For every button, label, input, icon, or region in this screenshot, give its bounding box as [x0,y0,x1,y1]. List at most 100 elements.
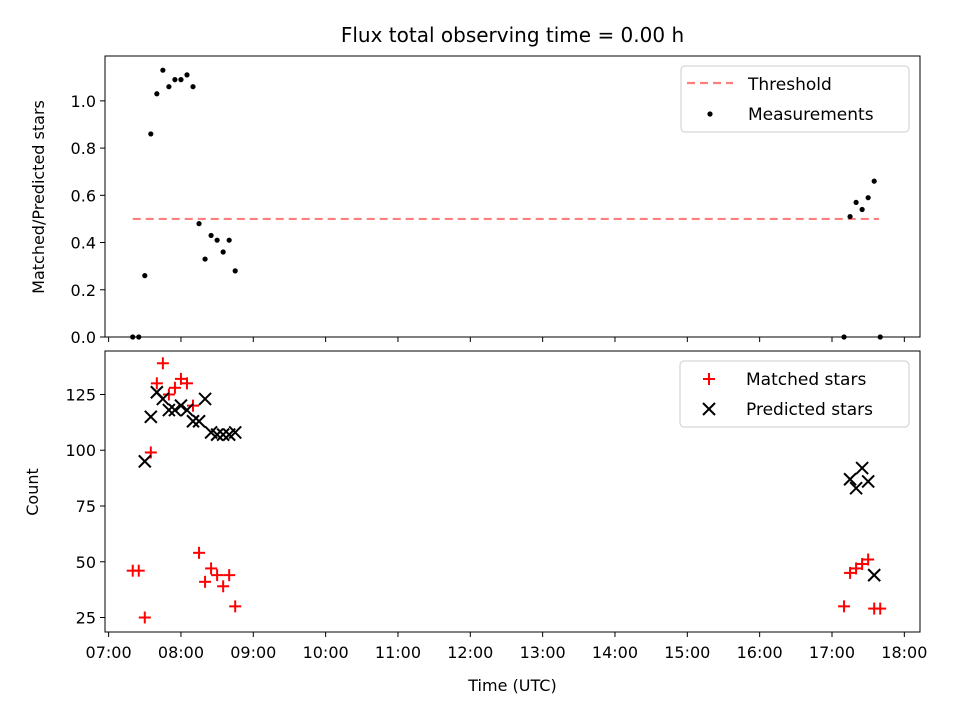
predicted-star-point [216,427,230,442]
predicted-star-point [180,403,194,417]
measurement-point [847,213,853,220]
top-y-tick-label: 0.4 [71,234,96,253]
matched-star-point [862,553,875,566]
predicted-star-point [162,403,176,417]
x-tick-label: 13:00 [520,643,566,662]
measurement-point [208,232,214,239]
bottom-y-tick-label: 125 [65,385,96,404]
predicted-star-point [861,474,875,489]
bottom-y-tick-label: 25 [76,609,96,628]
measurement-point [232,268,238,274]
x-tick-label: 16:00 [737,643,783,662]
legend-threshold-label: Threshold [747,75,832,95]
legend-matched-swatch [703,373,715,385]
top-legend-box [680,65,910,133]
predicted-star-point [174,398,188,413]
matched-star-point [168,381,181,394]
predicted-star-point [186,414,200,428]
matched-star-point [174,372,187,385]
measurement-point [859,206,865,213]
matched-star-point [838,600,851,613]
top-panel: 0.0 0.2 0.4 0.6 0.8 1.0 Matched/Predicted sta… [29,55,921,347]
predicted-star-point [228,425,242,440]
legend-measurements-label: Measurements [748,105,874,125]
bottom-y-tick-label: 100 [65,441,96,460]
matched-star-point [211,569,224,582]
measurement-point [160,67,166,73]
matched-star-point [193,546,206,559]
predicted-star-point [156,392,170,406]
measurement-point [202,256,208,262]
matched-star-point [156,357,169,370]
matched-star-point [217,580,230,593]
top-y-tick-label: 1.0 [71,92,96,111]
x-tick-label: 08:00 [158,643,204,662]
predicted-star-point [198,392,212,406]
top-plot-frame [104,55,921,338]
measurement-point [871,178,877,184]
matched-star-point [187,399,200,412]
measurement-point [220,249,226,255]
bottom-y-tick-label: 75 [76,497,96,516]
predicted-star-point [138,454,152,469]
legend-matched-label: Matched stars [746,370,866,390]
measurement-point [166,84,172,90]
legend-predicted-swatch [702,402,716,416]
predicted-star-point [867,568,881,582]
predicted-star-point [849,481,863,495]
top-y-tick-label: 0.0 [71,328,96,347]
top-legend: Threshold Measurements [680,65,910,133]
top-y-axis-label: Matched/Predicted stars [29,100,48,294]
matched-star-point [150,377,163,390]
x-tick-label: 11:00 [375,643,421,662]
matched-star-point [874,602,887,615]
matched-star-point [199,575,212,588]
predicted-star-point [843,472,857,486]
matched-star-point [138,611,151,624]
top-y-tick-label: 0.2 [71,281,96,300]
matched-star-point [205,562,218,575]
measurement-point [142,273,148,279]
legend-measurements-swatch [707,111,713,117]
measurement-point [148,131,154,137]
x-tick-label: 14:00 [592,643,638,662]
matched-star-point [162,388,175,401]
legend-predicted-label: Predicted stars [746,400,873,420]
measurement-point [178,77,184,83]
predicted-star-point [192,414,206,428]
matched-star-point [844,566,857,579]
chart-title: Flux total observing time = 0.00 h [341,23,684,47]
x-tick-label: 18:00 [881,643,927,662]
x-tick-label: 12:00 [447,643,493,662]
x-tick-label: 15:00 [664,643,710,662]
x-tick-label: 07:00 [86,643,132,662]
bottom-legend: Matched stars Predicted stars [679,360,910,428]
bottom-plot-frame [104,350,921,633]
measurement-point [190,84,196,90]
x-tick-label: 17:00 [809,643,855,662]
measurement-point [154,91,160,97]
bottom-y-axis-label: Count [23,468,42,516]
matched-star-point [180,377,193,390]
matched-star-point [223,569,236,582]
bottom-panel: 25 50 75 100 125 07:00 08:00 09:00 10:00 11:00 12:… [23,350,927,695]
measurement-point [196,221,202,227]
predicted-star-point [210,427,224,442]
matched-star-point [132,564,145,577]
predicted-star-point [168,403,182,417]
measurement-point [226,237,232,243]
predicted-star-point [144,410,158,424]
top-y-tick-label: 0.8 [71,139,96,158]
measurement-point [865,195,871,201]
predicted-star-point [855,461,869,475]
measurement-point [214,237,220,243]
measurement-point [853,199,859,206]
matched-star-point [229,600,242,613]
x-tick-label: 09:00 [230,643,276,662]
measurement-point [184,72,190,78]
top-y-tick-label: 0.6 [71,186,96,205]
bottom-legend-box [679,360,910,428]
matched-star-point [856,557,869,570]
x-tick-label: 10:00 [303,643,349,662]
